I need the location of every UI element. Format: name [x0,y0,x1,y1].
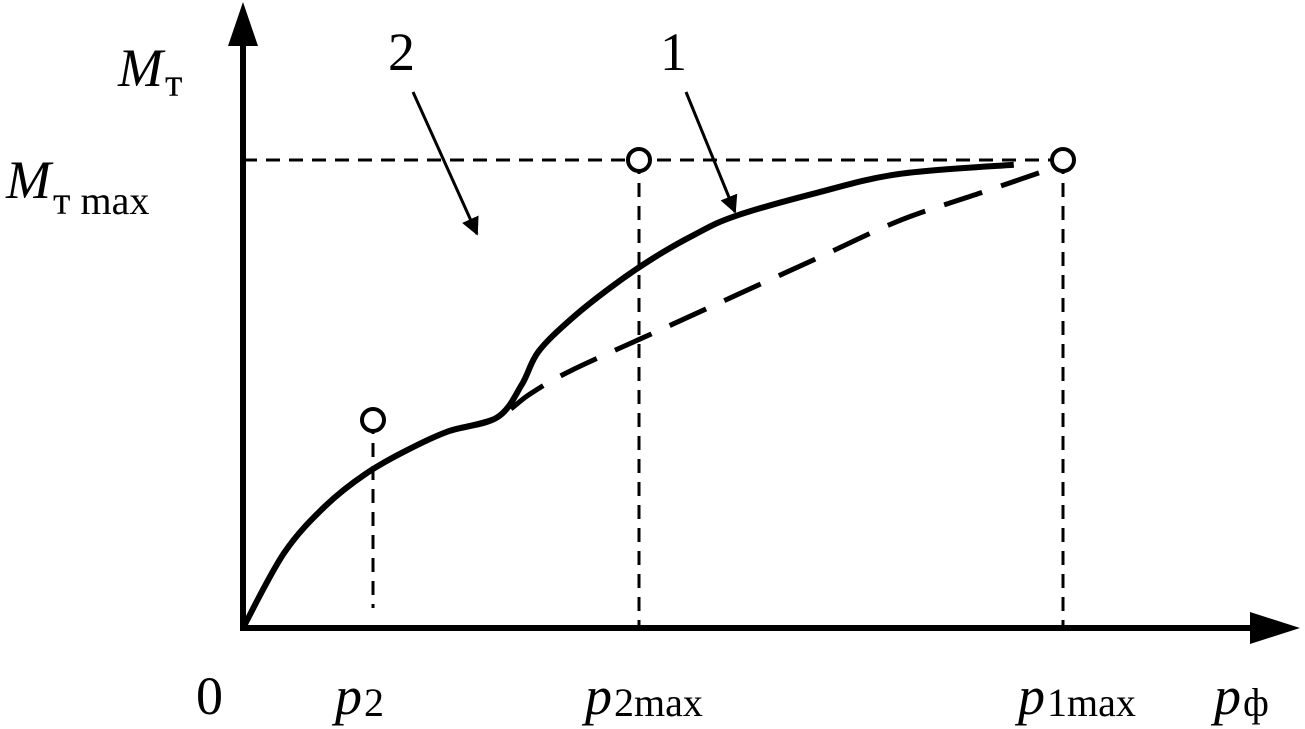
x-tick-p2max-main: p [581,666,612,726]
y-axis-label-main: M [117,38,166,98]
origin-label: 0 [196,666,223,726]
marker-p1max [1050,147,1076,173]
annotation-1-arrow [684,91,738,214]
x-axis-arrowhead [1250,612,1300,644]
y-axis-label: Mт [117,38,182,105]
x-axis-label-sub: ф [1243,680,1269,725]
y-axis-arrowhead [228,2,258,46]
x-tick-p2-main: p [331,666,362,726]
annotation-2-label: 2 [388,22,415,82]
y-tick-mtmax: Mт max [5,150,149,223]
x-tick-p1max: p1max [1014,666,1136,726]
x-tick-p1max-main: p [1014,666,1045,726]
y-tick-mtmax-sub: т max [53,178,149,223]
annotation-2-arrow [411,91,479,236]
x-tick-p1max-sub: 1max [1047,680,1136,725]
guide-lines [243,158,1065,628]
series-1-curve [240,162,1064,630]
marker-p2 [360,407,386,433]
x-tick-p2-sub: 2 [364,680,384,725]
y-tick-mtmax-main: M [5,150,54,210]
annotation-1-label: 1 [660,22,687,82]
x-tick-p2max-sub: 2max [614,680,703,725]
series-2-curve [240,161,1015,630]
x-axis-label-main: p [1210,666,1241,726]
x-tick-p2: p2 [331,666,384,726]
x-tick-p2max: p2max [581,666,703,726]
y-axis-label-sub: т [165,60,182,105]
x-axis-label: pф [1210,666,1269,726]
marker-p2max [626,147,652,173]
